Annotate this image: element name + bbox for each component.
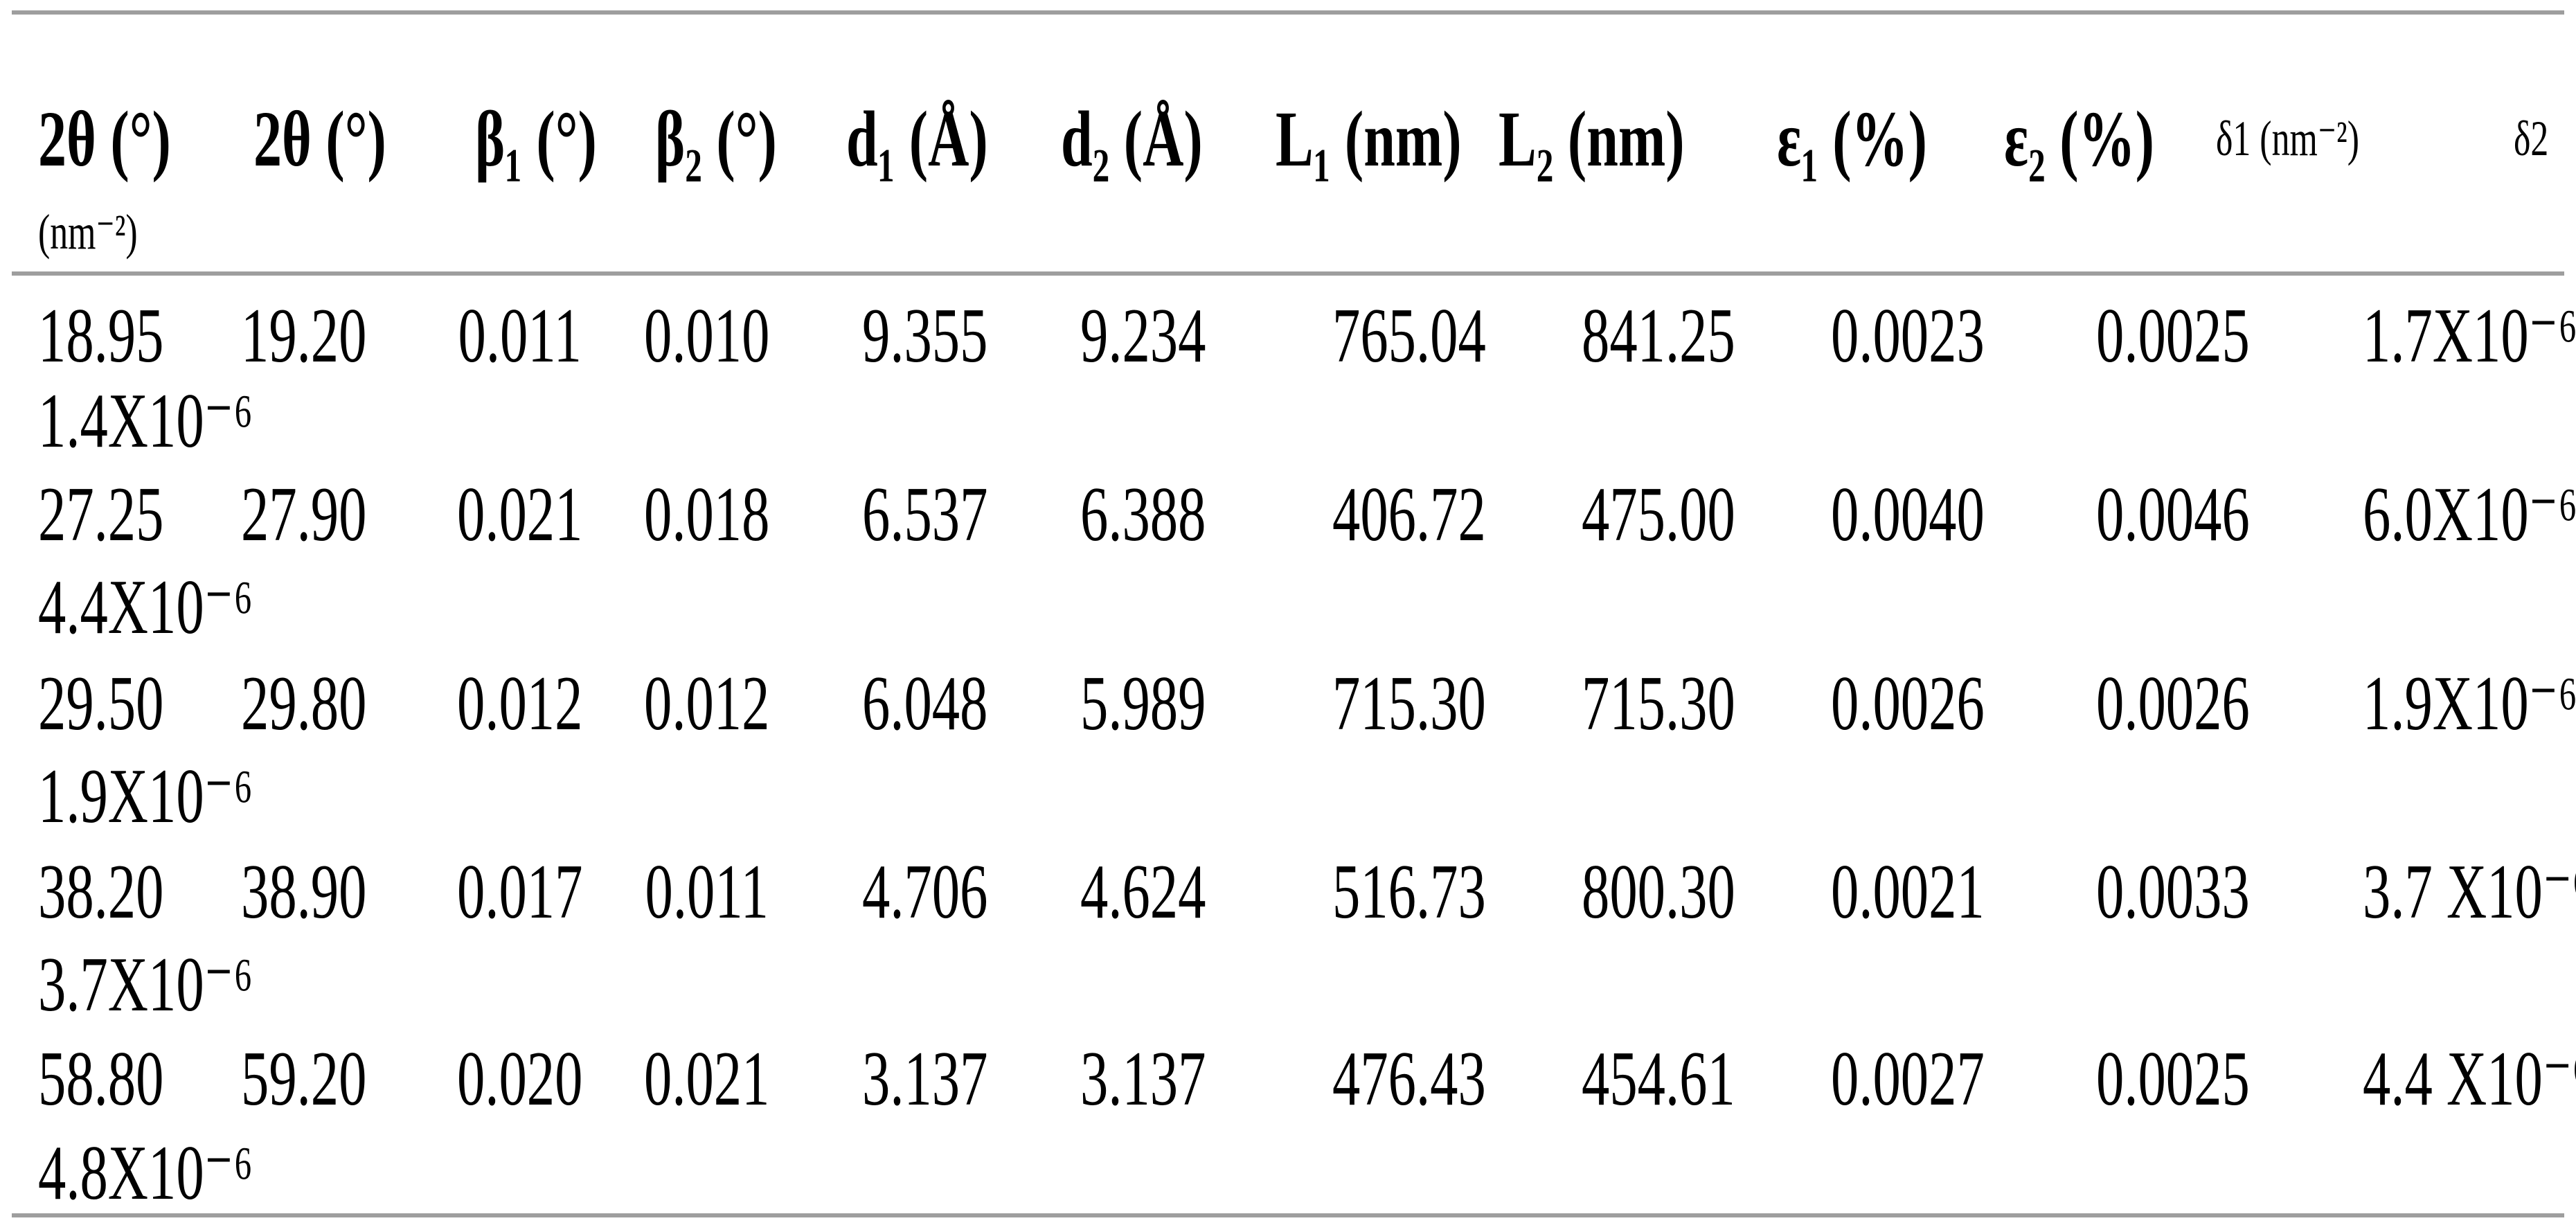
cell-epsilon2: 0.0025: [2096, 1036, 2250, 1122]
header-d2: d₂ (Å): [1061, 95, 1203, 183]
table-header-row: 2θ (°) 2θ (°) β₁ (°) β₂ (°) d₁ (Å) d₂ (Å…: [0, 92, 2576, 186]
cell-epsilon2: 0.0025: [2096, 293, 2250, 379]
cell-d2: 9.234: [1080, 293, 1206, 379]
cell-epsilon2: 0.0046: [2096, 472, 2250, 557]
cell-delta1: 1.7X10⁻⁶: [2363, 293, 2576, 379]
cell-beta2: 0.012: [644, 661, 770, 747]
cell-delta1: 4.4 X10⁻⁶: [2363, 1036, 2576, 1122]
cell-d2: 6.388: [1080, 472, 1206, 557]
cell-beta1: 0.020: [457, 1036, 583, 1122]
header-epsilon1: ε₁ (%): [1777, 95, 1927, 183]
table-header-wrap-row: (nm⁻²): [0, 186, 2576, 279]
table-row: 18.95 19.20 0.011 0.010 9.355 9.234 765.…: [0, 289, 2576, 383]
cell-beta2: 0.011: [645, 849, 769, 935]
cell-d2: 4.624: [1080, 849, 1206, 935]
cell-d1: 6.537: [862, 472, 988, 557]
cell-2theta-2: 19.20: [241, 293, 367, 379]
header-delta2-unit-wrap: (nm⁻²): [38, 204, 138, 260]
cell-L2: 800.30: [1582, 849, 1735, 935]
cell-beta1: 0.021: [457, 472, 583, 557]
cell-L2: 841.25: [1582, 293, 1735, 379]
cell-2theta-2: 29.80: [241, 661, 367, 747]
table-bottom-border: [12, 1213, 2564, 1217]
cell-epsilon2: 0.0026: [2096, 661, 2250, 747]
header-beta1: β₁ (°): [475, 95, 597, 183]
cell-2theta-2: 59.20: [241, 1036, 367, 1122]
cell-beta1: 0.012: [457, 661, 583, 747]
cell-L1: 476.43: [1332, 1036, 1486, 1122]
table-row: 29.50 29.80 0.012 0.012 6.048 5.989 715.…: [0, 657, 2576, 751]
cell-beta1: 0.011: [458, 293, 582, 379]
header-L2: L₂ (nm): [1499, 95, 1685, 183]
cell-beta2: 0.018: [644, 472, 770, 557]
cell-beta2: 0.021: [644, 1036, 770, 1122]
header-2theta-2: 2θ (°): [253, 95, 386, 183]
cell-beta2: 0.010: [644, 293, 770, 379]
cell-L1: 715.30: [1332, 661, 1486, 747]
cell-delta1: 1.9X10⁻⁶: [2363, 661, 2576, 747]
table-row-wrap: 1.9X10⁻⁶: [0, 750, 2576, 843]
table-top-border: [12, 10, 2564, 15]
table-row: 38.20 38.90 0.017 0.011 4.706 4.624 516.…: [0, 846, 2576, 939]
cell-delta1: 3.7 X10⁻⁶: [2363, 849, 2576, 935]
cell-epsilon1: 0.0040: [1831, 472, 1985, 557]
cell-delta2-wrap: 3.7X10⁻⁶: [38, 942, 253, 1028]
cell-delta1: 6.0X10⁻⁶: [2363, 472, 2576, 557]
cell-epsilon1: 0.0027: [1831, 1036, 1985, 1122]
cell-2theta-2: 38.90: [241, 849, 367, 935]
cell-2theta-1: 27.25: [38, 472, 164, 557]
header-delta1: δ1 (nm⁻²): [2216, 111, 2359, 166]
cell-d1: 6.048: [862, 661, 988, 747]
header-2theta-1: 2θ (°): [38, 95, 171, 183]
cell-epsilon1: 0.0023: [1831, 293, 1985, 379]
cell-L2: 715.30: [1582, 661, 1735, 747]
cell-2theta-1: 29.50: [38, 661, 164, 747]
cell-delta2-wrap: 4.8X10⁻⁶: [38, 1130, 253, 1216]
table-header-separator: [12, 271, 2564, 276]
cell-beta1: 0.017: [457, 849, 583, 935]
cell-d1: 9.355: [862, 293, 988, 379]
cell-epsilon1: 0.0021: [1831, 849, 1985, 935]
cell-d2: 3.137: [1080, 1036, 1206, 1122]
cell-L1: 406.72: [1332, 472, 1486, 557]
cell-d1: 3.137: [862, 1036, 988, 1122]
table-row-wrap: 1.4X10⁻⁶: [0, 375, 2576, 468]
table-row-wrap: 3.7X10⁻⁶: [0, 938, 2576, 1032]
header-L1: L₁ (nm): [1276, 95, 1462, 183]
cell-2theta-1: 18.95: [38, 293, 164, 379]
cell-L1: 516.73: [1332, 849, 1486, 935]
cell-epsilon2: 0.0033: [2096, 849, 2250, 935]
cell-delta2-wrap: 1.9X10⁻⁶: [38, 753, 253, 839]
cell-2theta-2: 27.90: [241, 472, 367, 557]
cell-delta2-wrap: 1.4X10⁻⁶: [38, 378, 253, 464]
header-delta2: δ2: [2514, 111, 2549, 166]
header-beta2: β₂ (°): [655, 95, 777, 183]
header-epsilon2: ε₂ (%): [2004, 95, 2154, 183]
cell-delta2-wrap: 4.4X10⁻⁶: [38, 564, 253, 650]
cell-2theta-1: 38.20: [38, 849, 164, 935]
cell-L1: 765.04: [1332, 293, 1486, 379]
table-row: 27.25 27.90 0.021 0.018 6.537 6.388 406.…: [0, 468, 2576, 562]
cell-2theta-1: 58.80: [38, 1036, 164, 1122]
cell-d2: 5.989: [1080, 661, 1206, 747]
header-d1: d₁ (Å): [846, 95, 988, 183]
cell-epsilon1: 0.0026: [1831, 661, 1985, 747]
table-row-wrap: 4.8X10⁻⁶: [0, 1127, 2576, 1220]
table-row-wrap: 4.4X10⁻⁶: [0, 561, 2576, 654]
cell-L2: 475.00: [1582, 472, 1735, 557]
cell-L2: 454.61: [1582, 1036, 1735, 1122]
cell-d1: 4.706: [862, 849, 988, 935]
table-row: 58.80 59.20 0.020 0.021 3.137 3.137 476.…: [0, 1033, 2576, 1126]
